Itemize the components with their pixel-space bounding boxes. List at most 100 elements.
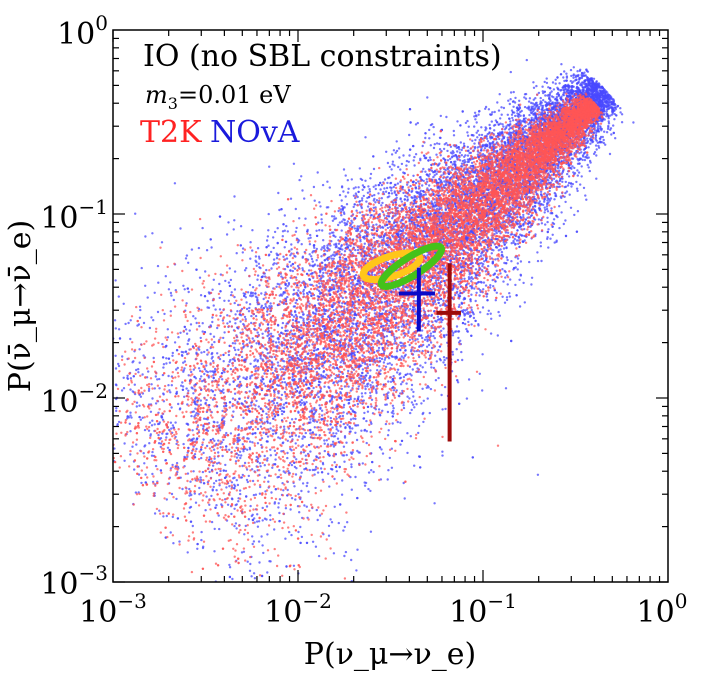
scatter-point xyxy=(564,219,567,222)
scatter-point xyxy=(169,391,172,394)
scatter-point xyxy=(181,487,184,491)
scatter-point xyxy=(552,218,556,221)
scatter-point xyxy=(151,450,154,454)
scatter-point xyxy=(218,478,221,482)
scatter-point xyxy=(594,144,598,147)
scatter-point xyxy=(131,445,134,448)
scatter-point xyxy=(530,283,533,286)
scatter-point xyxy=(298,511,301,514)
scatter-point xyxy=(446,143,449,147)
scatter-point xyxy=(509,278,512,281)
scatter-point xyxy=(360,392,364,395)
scatter-point xyxy=(546,236,549,239)
scatter-point xyxy=(212,335,216,338)
scatter-point xyxy=(365,419,368,423)
scatter-point xyxy=(390,363,393,366)
scatter-point xyxy=(318,229,321,232)
scatter-point xyxy=(435,153,438,156)
scatter-point xyxy=(474,138,477,142)
scatter-point xyxy=(567,181,571,185)
scatter-point xyxy=(315,229,318,232)
scatter-point xyxy=(114,354,117,357)
scatter-point xyxy=(518,99,521,103)
scatter-point xyxy=(482,288,485,291)
scatter-point xyxy=(227,299,230,302)
scatter-point xyxy=(608,152,612,156)
scatter-point xyxy=(165,357,168,360)
scatter-point xyxy=(171,463,174,467)
scatter-point xyxy=(342,168,346,171)
scatter-point xyxy=(528,260,531,264)
scatter-point xyxy=(413,363,416,366)
scatter-point xyxy=(251,441,254,444)
scatter-point xyxy=(278,469,281,472)
scatter-point xyxy=(372,167,376,171)
scatter-point xyxy=(528,97,532,100)
scatter-point xyxy=(353,397,356,401)
scatter-point xyxy=(179,331,182,334)
scatter-point xyxy=(216,352,219,355)
scatter-point xyxy=(277,506,280,509)
scatter-point xyxy=(570,74,573,78)
scatter-point xyxy=(211,316,214,319)
scatter-point xyxy=(286,488,289,492)
scatter-point xyxy=(260,292,263,295)
scatter-point xyxy=(391,404,395,407)
scatter-point xyxy=(556,86,559,90)
scatter-point xyxy=(258,462,262,465)
scatter-point xyxy=(128,422,131,425)
scatter-point xyxy=(325,439,328,442)
scatter-point xyxy=(205,364,208,367)
scatter-point xyxy=(169,310,172,313)
scatter-point xyxy=(231,342,235,345)
scatter-point xyxy=(511,119,515,122)
scatter-point xyxy=(425,345,429,348)
scatter-point xyxy=(366,410,370,413)
scatter-point xyxy=(568,193,571,196)
scatter-point xyxy=(412,390,415,394)
scatter-point xyxy=(358,167,361,170)
scatter-point xyxy=(422,420,425,424)
scatter-point xyxy=(286,456,289,460)
scatter-point xyxy=(284,507,288,510)
scatter-point xyxy=(388,165,392,168)
scatter-point xyxy=(133,383,136,386)
scatter-point xyxy=(444,407,447,411)
scatter-point xyxy=(587,146,590,149)
scatter-point xyxy=(395,149,399,153)
scatter-point xyxy=(194,501,198,504)
scatter-point xyxy=(366,330,369,334)
scatter-point xyxy=(141,416,144,419)
scatter-point xyxy=(230,291,233,294)
scatter-point xyxy=(603,130,606,133)
scatter-point xyxy=(228,566,232,569)
scatter-point xyxy=(473,111,477,115)
scatter-point xyxy=(524,97,528,100)
scatter-point xyxy=(284,537,287,540)
scatter-point xyxy=(177,336,180,339)
scatter-point xyxy=(463,314,466,317)
scatter-point xyxy=(569,68,573,72)
scatter-point xyxy=(382,361,386,364)
scatter-point xyxy=(234,342,237,345)
scatter-point xyxy=(211,320,214,324)
scatter-point xyxy=(340,387,343,391)
scatter-point xyxy=(165,436,168,439)
scatter-point xyxy=(228,485,231,488)
scatter-point xyxy=(228,563,231,567)
scatter-point xyxy=(412,403,415,406)
scatter-point xyxy=(513,237,516,241)
scatter-point xyxy=(539,96,542,100)
scatter-point xyxy=(129,411,132,414)
scatter-point xyxy=(248,440,252,443)
scatter-point xyxy=(228,267,231,270)
scatter-point xyxy=(542,99,545,102)
scatter-point xyxy=(441,408,444,411)
scatter-point xyxy=(426,96,429,99)
scatter-point xyxy=(240,454,243,457)
scatter-point xyxy=(303,197,306,200)
scatter-point xyxy=(366,191,370,194)
scatter-point xyxy=(199,476,202,479)
scatter-point xyxy=(297,584,299,586)
scatter-point xyxy=(208,503,211,506)
